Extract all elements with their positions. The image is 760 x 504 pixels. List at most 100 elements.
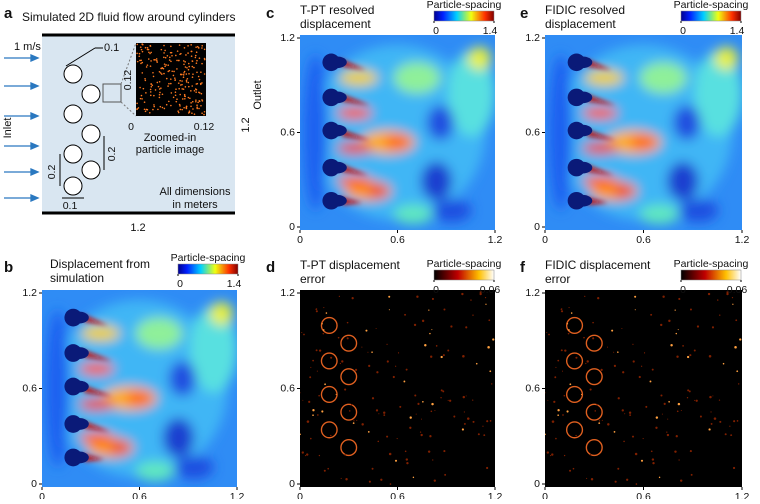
particle — [195, 51, 198, 54]
particle — [196, 45, 199, 48]
particle — [167, 85, 169, 87]
particle — [167, 64, 170, 67]
zoom-line — [120, 101, 137, 117]
particle — [191, 60, 194, 62]
particle — [141, 72, 144, 74]
field-map — [300, 290, 495, 487]
panel-title: displacement — [545, 17, 616, 31]
particle — [175, 100, 178, 103]
particle — [195, 83, 198, 85]
particle — [159, 72, 162, 74]
particle — [149, 88, 152, 91]
x-tick-label: 0 — [39, 491, 45, 499]
particle — [184, 97, 186, 100]
field-map — [42, 290, 237, 487]
particle — [183, 63, 185, 66]
particle-image — [136, 43, 206, 116]
colorbar-tick-label: 0 — [433, 284, 439, 296]
particle — [177, 110, 179, 112]
y-tick-label: 0.6 — [525, 126, 540, 138]
colorbar — [680, 269, 742, 281]
particle — [182, 88, 185, 90]
particle — [143, 108, 146, 111]
particle — [187, 52, 189, 54]
y-tick-label: 0 — [534, 478, 540, 490]
particle — [201, 112, 203, 115]
particle — [203, 113, 205, 116]
particle — [144, 46, 147, 49]
panel-label: a — [4, 5, 13, 22]
particle — [183, 93, 186, 96]
particle — [194, 54, 197, 57]
panel-title: displacement — [300, 17, 371, 31]
particle — [162, 67, 165, 70]
particle — [195, 100, 197, 103]
particle — [181, 83, 183, 86]
particle — [152, 75, 155, 78]
particle — [170, 60, 172, 63]
particle — [168, 59, 171, 61]
particle — [149, 44, 152, 47]
particle — [171, 70, 173, 73]
particle — [180, 52, 182, 55]
inlet-arrows — [4, 54, 40, 202]
particle — [158, 93, 161, 96]
particle — [150, 83, 152, 85]
particle — [176, 59, 178, 62]
particle — [185, 105, 188, 108]
particle — [182, 60, 185, 62]
particle — [174, 79, 176, 81]
colorbar — [177, 263, 239, 275]
speed: 1 m/s — [14, 41, 41, 53]
particle — [160, 67, 162, 70]
particle — [154, 89, 157, 91]
particle — [139, 46, 142, 48]
field-map — [545, 35, 742, 230]
particle — [200, 104, 202, 107]
particle — [183, 72, 185, 74]
colorbar-tick-label: 0 — [177, 278, 183, 290]
particle — [201, 99, 203, 101]
particle — [164, 49, 166, 52]
colorbar-tick-label: 1.4 — [227, 278, 242, 290]
particle — [139, 97, 142, 100]
particle — [197, 75, 200, 78]
particle — [199, 83, 202, 86]
panel-title: simulation — [50, 271, 104, 285]
particle — [195, 62, 198, 65]
particle — [187, 45, 189, 47]
particle — [179, 73, 182, 76]
particle — [169, 78, 172, 80]
y-tick-label: 1.2 — [525, 287, 540, 299]
y-tick-label: 0.6 — [525, 382, 540, 394]
particle — [184, 61, 186, 63]
particle — [163, 107, 166, 110]
particle — [140, 48, 143, 51]
colorbar-label: Particle-spacing — [427, 258, 502, 270]
particle — [141, 61, 144, 64]
particle — [201, 44, 204, 47]
particle — [168, 56, 171, 59]
particle — [190, 55, 193, 57]
y-tick-label: 0.6 — [280, 126, 295, 138]
colorbar-label: Particle-spacing — [674, 258, 749, 270]
particle — [186, 77, 189, 80]
particle — [195, 88, 198, 91]
panel-title: error — [545, 272, 570, 286]
particle — [156, 81, 159, 84]
particle — [183, 106, 185, 109]
particle — [190, 105, 192, 108]
panel-label: c — [266, 5, 274, 22]
particle — [200, 92, 203, 95]
particle — [149, 65, 152, 67]
particle — [196, 106, 198, 109]
colorbar-tick-label: 0 — [433, 25, 439, 37]
particle — [185, 81, 188, 83]
colorbar-label: Particle-spacing — [171, 252, 246, 264]
y-tick-label: 0.6 — [280, 382, 295, 394]
colorbar-label: Particle-spacing — [427, 0, 502, 11]
particle — [186, 66, 188, 69]
particle — [185, 54, 187, 56]
panel-title: T-PT displacement — [300, 258, 400, 272]
panel-title: error — [300, 272, 325, 286]
